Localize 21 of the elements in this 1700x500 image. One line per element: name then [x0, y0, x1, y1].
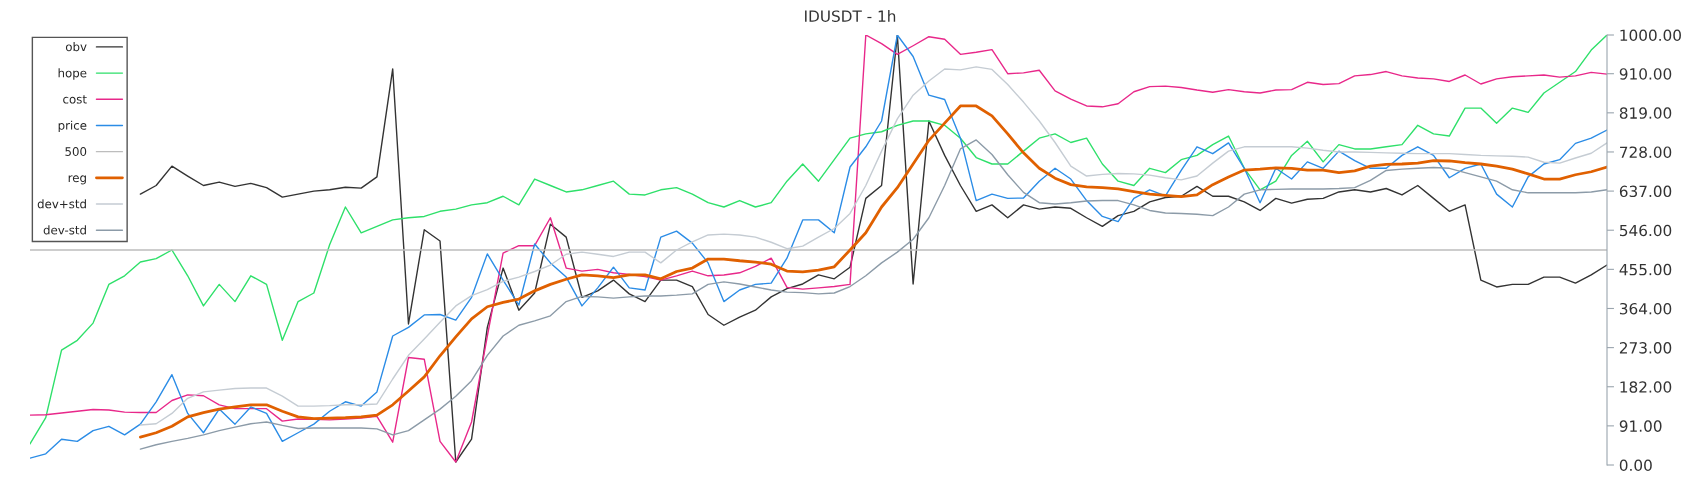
legend-label: price	[58, 120, 87, 133]
y-tick-label: 819.00	[1619, 107, 1672, 119]
y-tick-label: 910.00	[1619, 68, 1672, 80]
y-tick-label: 182.00	[1620, 381, 1672, 393]
chart-title: IDUSDT - 1h	[805, 10, 896, 22]
y-tick-label: 273.00	[1619, 342, 1672, 354]
y-tick-label: 637.00	[1619, 185, 1672, 198]
legend-label: obv	[65, 42, 87, 52]
legend-label: dev-std	[43, 225, 86, 235]
y-tick-label: 455.00	[1619, 263, 1672, 276]
legend-label: dev+std	[37, 199, 86, 209]
y-tick-label: 364.00	[1619, 302, 1672, 315]
y-tick-label: 728.00	[1620, 146, 1672, 158]
y-tick-label: 1000.00	[1620, 29, 1681, 42]
y-tick-label: 546.00	[1619, 224, 1672, 237]
legend-label: reg	[68, 175, 86, 185]
legend-label: hope	[58, 68, 87, 80]
legend-label: 500	[65, 147, 87, 156]
legend-label: cost	[63, 95, 87, 104]
y-tick-label: 0.00	[1619, 459, 1652, 472]
y-tick-label: 91.00	[1619, 420, 1662, 432]
